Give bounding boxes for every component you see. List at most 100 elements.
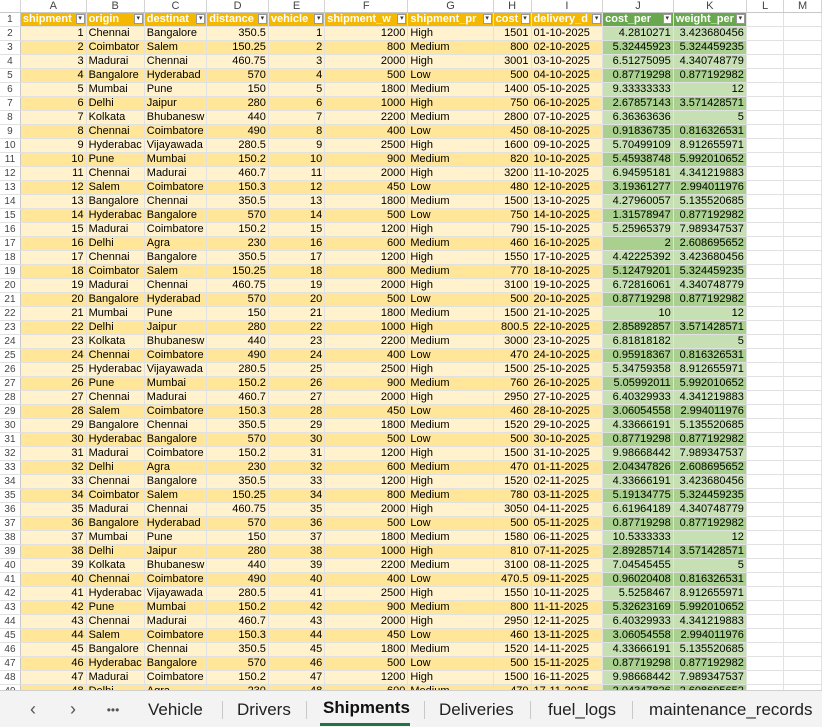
table-cell[interactable]: 2.85892857: [602, 320, 674, 335]
table-cell[interactable]: 45: [268, 642, 326, 657]
table-cell[interactable]: 600: [324, 460, 409, 475]
row-number[interactable]: 9: [0, 124, 21, 139]
table-cell[interactable]: 35: [20, 502, 87, 517]
table-cell[interactable]: High: [407, 502, 494, 517]
table-cell[interactable]: 1520: [493, 474, 532, 489]
empty-cell[interactable]: [783, 194, 822, 209]
empty-cell[interactable]: [783, 320, 822, 335]
table-cell[interactable]: 570: [206, 68, 269, 83]
table-cell[interactable]: 5.324459235: [673, 488, 747, 503]
table-cell[interactable]: Madurai: [144, 166, 208, 181]
empty-cell[interactable]: [746, 26, 785, 41]
table-cell[interactable]: Salem: [86, 180, 145, 195]
table-cell[interactable]: 6.40329933: [602, 614, 674, 629]
row-number[interactable]: 13: [0, 180, 21, 195]
empty-cell[interactable]: [746, 68, 785, 83]
row-number[interactable]: 41: [0, 572, 21, 587]
table-cell[interactable]: 40: [268, 572, 326, 587]
table-cell[interactable]: 23: [268, 334, 326, 349]
empty-cell[interactable]: [746, 40, 785, 55]
table-cell[interactable]: Hyderabac: [86, 656, 145, 671]
table-cell[interactable]: 5.5258467: [602, 586, 674, 601]
empty-cell[interactable]: [746, 306, 785, 321]
table-cell[interactable]: Pune: [86, 600, 145, 615]
table-cell[interactable]: Kolkata: [86, 334, 145, 349]
table-cell[interactable]: 32: [20, 460, 87, 475]
tab-deliveries[interactable]: Deliveries: [439, 700, 514, 719]
row-number[interactable]: 15: [0, 208, 21, 223]
empty-cell[interactable]: [746, 474, 785, 489]
table-cell[interactable]: Coimbatore: [144, 572, 208, 587]
table-cell[interactable]: 09-11-2025: [531, 572, 604, 587]
empty-cell[interactable]: [746, 460, 785, 475]
table-cell[interactable]: 5.05992011: [602, 376, 674, 391]
table-cell[interactable]: 150.25: [206, 40, 269, 55]
empty-cell[interactable]: [746, 334, 785, 349]
empty-cell[interactable]: [746, 390, 785, 405]
select-all-corner[interactable]: [0, 0, 21, 13]
column-header[interactable]: K: [673, 0, 747, 13]
table-cell[interactable]: 150: [206, 306, 269, 321]
empty-cell[interactable]: [746, 180, 785, 195]
table-cell[interactable]: 42: [20, 600, 87, 615]
table-cell[interactable]: 780: [493, 488, 532, 503]
table-cell[interactable]: 280: [206, 544, 269, 559]
table-cell[interactable]: Coimbatore: [144, 670, 208, 685]
empty-cell[interactable]: [783, 684, 822, 690]
table-cell[interactable]: Coimbatore: [144, 404, 208, 419]
empty-cell[interactable]: [746, 432, 785, 447]
column-header[interactable]: A: [20, 0, 87, 13]
table-cell[interactable]: 570: [206, 292, 269, 307]
empty-cell[interactable]: [746, 628, 785, 643]
table-cell[interactable]: Medium: [407, 376, 494, 391]
table-cell[interactable]: 2000: [324, 614, 409, 629]
table-cell[interactable]: High: [407, 390, 494, 405]
table-cell[interactable]: Medium: [407, 460, 494, 475]
table-cell[interactable]: Low: [407, 516, 494, 531]
empty-cell[interactable]: [783, 278, 822, 293]
table-cell[interactable]: 09-10-2025: [531, 138, 604, 153]
table-cell[interactable]: 04-11-2025: [531, 502, 604, 517]
table-cell[interactable]: 150.2: [206, 222, 269, 237]
column-header[interactable]: B: [86, 0, 145, 13]
table-cell[interactable]: 280: [206, 96, 269, 111]
column-header[interactable]: F: [324, 0, 409, 13]
table-cell[interactable]: 500: [493, 656, 532, 671]
table-cell[interactable]: 6.81818182: [602, 334, 674, 349]
table-cell[interactable]: Bangalore: [144, 656, 208, 671]
empty-cell[interactable]: [783, 572, 822, 587]
table-cell[interactable]: 8.912655971: [673, 138, 747, 153]
table-cell[interactable]: Jaipur: [144, 544, 208, 559]
table-cell[interactable]: 13-10-2025: [531, 194, 604, 209]
empty-cell[interactable]: [783, 488, 822, 503]
table-cell[interactable]: 1500: [493, 670, 532, 685]
table-cell[interactable]: 33: [268, 474, 326, 489]
empty-cell[interactable]: [783, 68, 822, 83]
empty-cell[interactable]: [783, 292, 822, 307]
empty-cell[interactable]: [783, 124, 822, 139]
empty-cell[interactable]: [783, 656, 822, 671]
table-cell[interactable]: 1800: [324, 642, 409, 657]
row-number[interactable]: 4: [0, 54, 21, 69]
table-cell[interactable]: 4.33666191: [602, 642, 674, 657]
table-cell[interactable]: 2.994011976: [673, 404, 747, 419]
table-cell[interactable]: 17-10-2025: [531, 250, 604, 265]
empty-cell[interactable]: [783, 222, 822, 237]
table-cell[interactable]: 15: [268, 222, 326, 237]
column-header[interactable]: I: [531, 0, 604, 13]
table-cell[interactable]: 5: [20, 82, 87, 97]
table-cell[interactable]: 150.25: [206, 264, 269, 279]
empty-cell[interactable]: [746, 586, 785, 601]
table-cell[interactable]: 5.992010652: [673, 152, 747, 167]
header-cell[interactable]: shipment_pr ▾: [407, 12, 494, 27]
table-cell[interactable]: 2.608695652: [673, 684, 747, 690]
empty-cell[interactable]: [746, 208, 785, 223]
table-cell[interactable]: Jaipur: [144, 96, 208, 111]
table-cell[interactable]: Chennai: [86, 614, 145, 629]
table-cell[interactable]: 2.994011976: [673, 628, 747, 643]
table-cell[interactable]: 0.95918367: [602, 348, 674, 363]
empty-cell[interactable]: [783, 166, 822, 181]
table-cell[interactable]: 1200: [324, 250, 409, 265]
table-cell[interactable]: 35: [268, 502, 326, 517]
table-cell[interactable]: Agra: [144, 460, 208, 475]
